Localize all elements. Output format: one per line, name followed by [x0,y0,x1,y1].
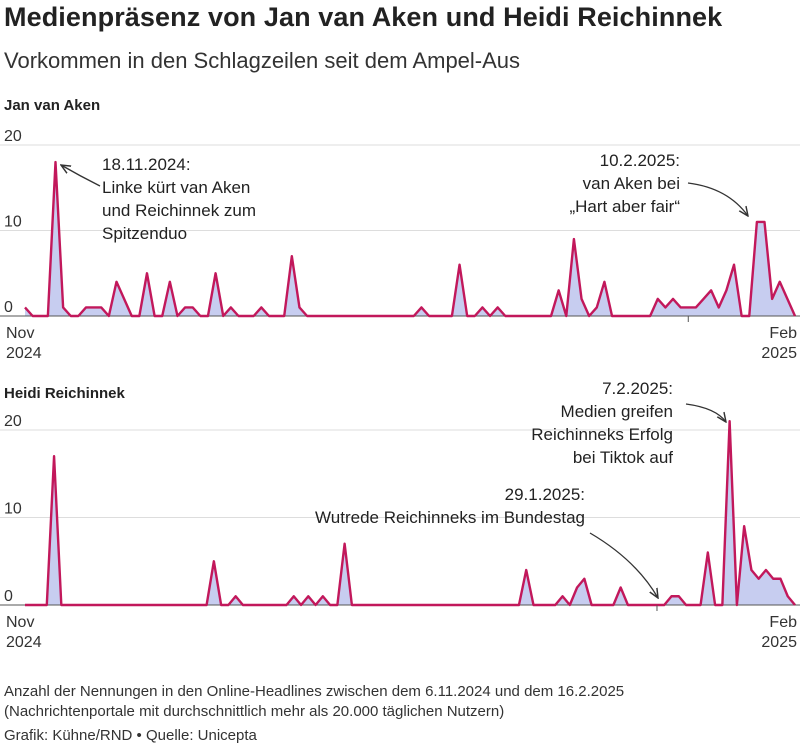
chart-subtitle: Vorkommen in den Schlagzeilen seit dem A… [4,48,521,73]
footer-note-1: Anzahl der Nennungen in den Online-Headl… [4,683,625,700]
annotation-text: 18.11.2024: [102,155,191,174]
annotation-arrow [61,165,101,187]
footer-note-2: (Nachrichtenportale mit durchschnittlich… [4,703,505,720]
annotation-text: und Reichinnek zum [102,201,256,220]
x-tick-label: 2025 [761,634,797,651]
annotation-text: Linke kürt van Aken [102,178,250,197]
annotation-text: 10.2.2025: [600,151,680,170]
annotation-arrow [589,532,658,598]
annotation-arrow [685,403,726,422]
annotation-text: Medien greifen [561,402,673,421]
annotation-text: Wutrede Reichinneks im Bundestag [315,508,585,527]
y-tick-label: 10 [4,501,22,518]
credit: Grafik: Kühne/RND • Quelle: Unicepta [4,727,257,744]
annotation-text: 7.2.2025: [602,379,673,398]
y-tick-label: 0 [4,299,13,316]
y-tick-label: 20 [4,413,22,430]
x-tick-label: Feb [769,325,797,342]
series-line [24,160,797,318]
series-line [25,420,796,607]
x-tick-label: Nov [6,325,34,342]
y-tick-label: 20 [4,128,22,145]
annotation-text: 29.1.2025: [505,485,585,504]
x-tick-label: 2025 [761,345,797,362]
x-tick-label: 2024 [6,634,42,651]
annotation-text: van Aken bei [583,174,680,193]
y-tick-label: 10 [4,214,22,231]
annotation-text: Reichinneks Erfolg [531,425,673,444]
annotation-arrow [687,182,748,216]
x-tick-label: Nov [6,614,34,631]
x-tick-label: Feb [769,614,797,631]
y-tick-label: 0 [4,588,13,605]
panel-title: Jan van Aken [4,97,100,114]
chart-title: Medienpräsenz von Jan van Aken und Heidi… [4,2,723,32]
panel-title: Heidi Reichinnek [4,385,126,402]
annotation-text: bei Tiktok auf [573,448,673,467]
x-tick-label: 2024 [6,345,42,362]
annotation-text: „Hart aber fair“ [569,197,680,216]
annotation-text: Spitzenduo [102,224,187,243]
